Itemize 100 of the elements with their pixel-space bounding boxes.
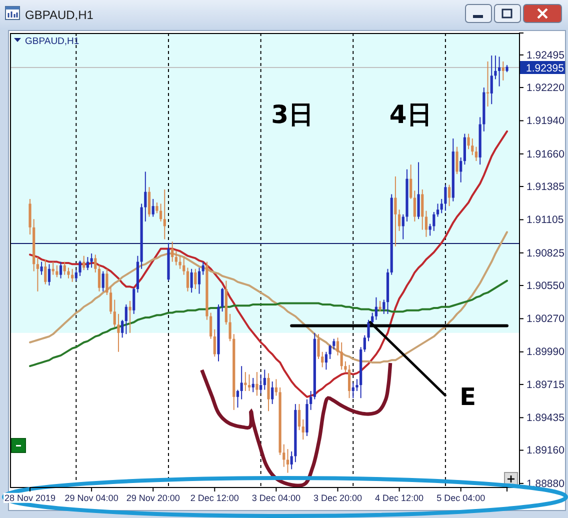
candlestick bbox=[102, 270, 104, 292]
ref-line-label: 1.92395 bbox=[526, 62, 564, 74]
candlestick bbox=[159, 203, 162, 222]
candlestick bbox=[156, 202, 158, 214]
candlestick bbox=[436, 203, 440, 218]
candlestick bbox=[340, 342, 343, 370]
annotation: 4日 bbox=[389, 100, 432, 129]
candlestick bbox=[67, 267, 70, 279]
candlestick bbox=[382, 299, 386, 314]
candlestick bbox=[71, 268, 74, 282]
candlestick bbox=[502, 60, 504, 81]
candlestick bbox=[274, 378, 278, 396]
candlestick bbox=[48, 264, 51, 286]
candlestick bbox=[428, 223, 432, 236]
chart-subtitle: GBPAUD,H1 bbox=[25, 36, 80, 47]
candlestick bbox=[352, 382, 354, 399]
candlestick bbox=[236, 389, 240, 408]
y-tick-label: 1.89160 bbox=[526, 444, 565, 457]
candlestick bbox=[344, 360, 347, 373]
candlestick bbox=[36, 256, 39, 292]
candlestick bbox=[163, 188, 166, 240]
candlestick bbox=[252, 377, 254, 393]
candlestick bbox=[271, 381, 274, 405]
candlestick bbox=[494, 55, 497, 80]
candlestick bbox=[174, 250, 178, 266]
candlestick bbox=[317, 334, 320, 360]
candlestick bbox=[117, 313, 120, 352]
candlestick bbox=[128, 300, 132, 334]
y-tick-label: 1.92220 bbox=[526, 82, 565, 94]
candlestick bbox=[440, 198, 443, 214]
candlestick bbox=[302, 418, 304, 440]
candlestick bbox=[432, 211, 436, 232]
candlestick bbox=[248, 374, 251, 392]
candlestick bbox=[490, 55, 493, 105]
candlestick bbox=[263, 369, 266, 390]
line-series bbox=[29, 280, 508, 368]
candlestick bbox=[240, 366, 243, 400]
candlestick bbox=[59, 261, 62, 279]
candlestick bbox=[336, 337, 340, 356]
y-tick-label: 1.92495 bbox=[526, 49, 565, 62]
candlestick bbox=[260, 374, 262, 394]
candlestick bbox=[121, 319, 124, 338]
candlestick bbox=[40, 261, 43, 276]
x-tick-label: 28 Nov 2019 bbox=[4, 492, 56, 503]
candlestick bbox=[410, 164, 412, 200]
candlestick bbox=[74, 270, 78, 282]
candlestick bbox=[463, 133, 466, 166]
candlestick bbox=[109, 286, 112, 314]
candlestick bbox=[98, 264, 101, 292]
candlestick bbox=[194, 268, 197, 290]
y-tick-label: 1.91385 bbox=[526, 180, 565, 193]
candlestick bbox=[94, 254, 97, 273]
candlestick bbox=[256, 372, 258, 396]
candlestick bbox=[413, 190, 416, 222]
y-tick-label: 1.91940 bbox=[526, 115, 565, 128]
y-tick-label: 1.89715 bbox=[526, 378, 565, 391]
candlestick bbox=[290, 450, 293, 470]
candlestick bbox=[424, 210, 428, 238]
candlestick bbox=[321, 351, 324, 368]
candlestick bbox=[471, 138, 474, 156]
candlestick bbox=[363, 334, 366, 352]
candlestick bbox=[444, 184, 447, 212]
candlestick bbox=[456, 146, 458, 175]
x-tick-label: 3 Dec 04:00 bbox=[252, 492, 300, 503]
annotation: E bbox=[460, 383, 476, 412]
candlestick bbox=[132, 287, 136, 314]
candlestick bbox=[332, 338, 336, 350]
candlestick bbox=[198, 267, 201, 294]
candlestick bbox=[171, 241, 174, 262]
candlestick bbox=[186, 267, 190, 292]
candlestick bbox=[190, 268, 193, 294]
candlestick bbox=[202, 261, 204, 276]
candlestick bbox=[228, 313, 232, 342]
candlestick bbox=[63, 261, 66, 276]
candlestick bbox=[152, 198, 154, 218]
candlestick bbox=[221, 287, 224, 312]
candlestick bbox=[310, 390, 312, 410]
y-tick-label: 1.88880 bbox=[526, 478, 565, 490]
candlestick bbox=[348, 364, 351, 399]
x-tick-label: 29 Nov 04:00 bbox=[64, 492, 118, 503]
y-tick-label: 1.90825 bbox=[526, 247, 565, 260]
candlestick bbox=[467, 133, 470, 150]
candlestick bbox=[210, 312, 212, 340]
candlestick bbox=[267, 372, 270, 412]
candlestick bbox=[460, 156, 462, 183]
candlestick bbox=[178, 255, 182, 270]
candlestick bbox=[44, 258, 47, 285]
candlestick bbox=[417, 162, 420, 220]
y-tick-label: 1.89990 bbox=[526, 346, 565, 358]
y-tick-label: 1.90270 bbox=[526, 313, 565, 326]
x-tick-label: 29 Nov 20:00 bbox=[126, 492, 180, 503]
y-tick-label: 1.91660 bbox=[526, 148, 565, 160]
candlestick bbox=[448, 184, 451, 207]
chart-title: GBPAUD,H1 bbox=[25, 8, 94, 22]
y-tick-label: 1.89435 bbox=[526, 412, 565, 424]
candlestick bbox=[148, 186, 151, 218]
candlestick bbox=[90, 252, 93, 268]
candlestick bbox=[298, 404, 301, 431]
y-tick-label: 1.91105 bbox=[526, 214, 564, 226]
candlestick bbox=[56, 264, 58, 278]
